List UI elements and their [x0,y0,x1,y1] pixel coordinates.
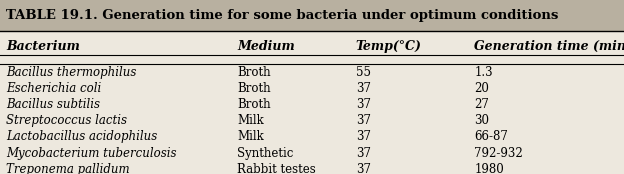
Text: 37: 37 [356,130,371,143]
Text: Broth: Broth [237,82,271,95]
Text: Mycobacterium tuberculosis: Mycobacterium tuberculosis [6,147,177,160]
Text: Bacillus subtilis: Bacillus subtilis [6,98,100,111]
Text: Generation time (min.): Generation time (min.) [474,40,624,53]
Text: 37: 37 [356,98,371,111]
Text: 37: 37 [356,114,371,127]
Text: Broth: Broth [237,66,271,79]
Text: 30: 30 [474,114,489,127]
Text: Treponema pallidum: Treponema pallidum [6,163,130,174]
Text: 66-87: 66-87 [474,130,508,143]
Text: 792-932: 792-932 [474,147,523,160]
Text: 1980: 1980 [474,163,504,174]
Text: 20: 20 [474,82,489,95]
Text: Escherichia coli: Escherichia coli [6,82,102,95]
Text: Milk: Milk [237,114,264,127]
Text: 37: 37 [356,163,371,174]
Text: Milk: Milk [237,130,264,143]
Text: 1.3: 1.3 [474,66,493,79]
Text: 55: 55 [356,66,371,79]
Text: Broth: Broth [237,98,271,111]
Text: Medium: Medium [237,40,295,53]
Text: Temp(°C): Temp(°C) [356,40,422,53]
Text: Synthetic: Synthetic [237,147,293,160]
FancyBboxPatch shape [0,0,624,31]
Text: 37: 37 [356,82,371,95]
Text: 37: 37 [356,147,371,160]
Text: Bacillus thermophilus: Bacillus thermophilus [6,66,137,79]
Text: 27: 27 [474,98,489,111]
Text: Lactobacillus acidophilus: Lactobacillus acidophilus [6,130,157,143]
Text: Rabbit testes: Rabbit testes [237,163,316,174]
Text: Streptococcus lactis: Streptococcus lactis [6,114,127,127]
Text: TABLE 19.1. Generation time for some bacteria under optimum conditions: TABLE 19.1. Generation time for some bac… [6,9,558,22]
Text: Bacterium: Bacterium [6,40,80,53]
